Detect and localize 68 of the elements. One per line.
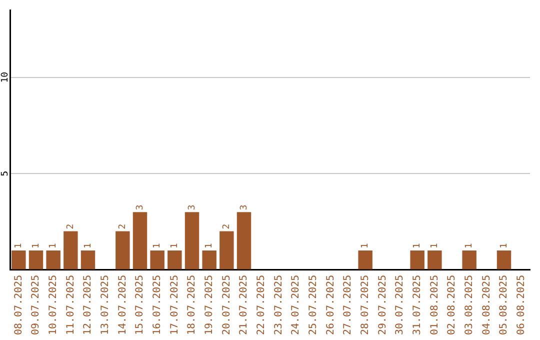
x-tick-label: 04.08.2025 [481, 274, 492, 336]
x-tick-label: 29.07.2025 [377, 274, 388, 336]
x-tick-label: 11.07.2025 [65, 274, 76, 336]
bar [236, 212, 252, 270]
x-tick-label: 16.07.2025 [152, 274, 163, 336]
x-tick-label: 03.08.2025 [464, 274, 475, 336]
data-label: 2 [118, 224, 128, 230]
data-label: 1 [152, 243, 163, 249]
data-label: 3 [135, 204, 146, 210]
data-label: 3 [187, 204, 198, 210]
data-label: 3 [239, 204, 250, 210]
bar [184, 212, 200, 270]
x-tick-label: 20.07.2025 [221, 274, 232, 336]
x-tick-label: 23.07.2025 [273, 274, 284, 336]
x-tick-label: 25.07.2025 [308, 274, 319, 336]
bar [132, 212, 148, 270]
x-tick-label: 15.07.2025 [134, 274, 146, 336]
x-tick-label: 06.08.2025 [516, 274, 527, 336]
data-label: 1 [31, 243, 42, 249]
x-tick-label: 26.07.2025 [325, 274, 336, 336]
y-tick-label: 10 [0, 72, 10, 83]
bar [28, 250, 44, 270]
x-tick-label: 17.07.2025 [169, 274, 180, 336]
bar [410, 250, 424, 270]
bar [80, 250, 96, 270]
data-label: 2 [66, 224, 76, 230]
data-label: 1 [48, 243, 59, 249]
data-label: 1 [204, 243, 215, 249]
bar [496, 250, 512, 270]
x-tick-label: 31.07.2025 [412, 274, 423, 336]
y-tick-label: 5 [0, 170, 10, 176]
data-label: 1 [430, 243, 440, 249]
bar [428, 250, 442, 270]
x-tick-label: 28.07.2025 [360, 274, 371, 336]
x-tick-label: 01.08.2025 [429, 274, 440, 336]
bar [12, 250, 26, 270]
x-tick-label: 18.07.2025 [186, 274, 198, 336]
x-tick-label: 05.08.2025 [498, 274, 510, 336]
x-tick-label: 02.08.2025 [446, 274, 458, 336]
x-tick-label: 22.07.2025 [256, 274, 267, 336]
bar [220, 231, 234, 270]
x-tick-label: 13.07.2025 [100, 274, 111, 336]
x-tick-label: 12.07.2025 [82, 274, 94, 336]
data-label: 1 [170, 243, 180, 249]
bar [46, 250, 60, 270]
data-label: 1 [464, 243, 475, 249]
bar [116, 231, 130, 270]
bar [462, 250, 476, 270]
data-label: 1 [412, 243, 423, 249]
x-tick-label: 14.07.2025 [117, 274, 128, 336]
x-tick-label: 24.07.2025 [290, 274, 302, 336]
bar [64, 231, 78, 270]
data-label: 1 [360, 243, 371, 249]
x-tick-label: 09.07.2025 [30, 274, 42, 336]
x-tick-label: 30.07.2025 [394, 274, 406, 336]
data-label: 1 [14, 243, 24, 249]
x-tick-label: 19.07.2025 [204, 274, 215, 336]
data-label: 1 [83, 243, 94, 249]
bar [202, 250, 216, 270]
x-tick-label: 08.07.2025 [13, 274, 24, 336]
bar [150, 250, 164, 270]
x-tick-label: 27.07.2025 [342, 274, 354, 336]
x-tick-label: 21.07.2025 [238, 274, 250, 336]
bar [358, 250, 372, 270]
data-label: 2 [222, 224, 232, 230]
data-label: 1 [499, 243, 510, 249]
x-tick-label: 10.07.2025 [48, 274, 59, 336]
bar [168, 250, 182, 270]
